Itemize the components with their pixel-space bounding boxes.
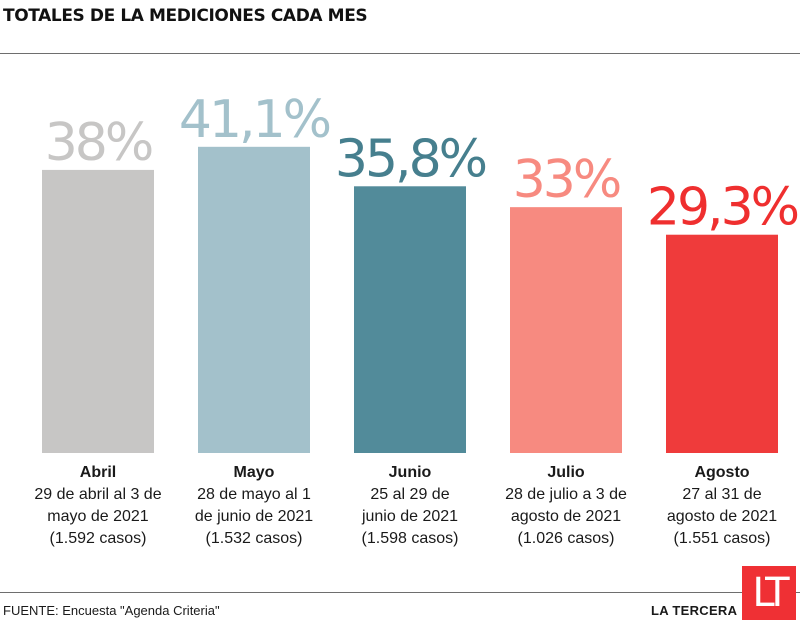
bar-mayo — [198, 146, 310, 453]
category-block-agosto: Agosto 27 al 31 de agosto de 2021 (1.551 ca… — [652, 462, 792, 550]
month-label: Abril — [79, 464, 117, 481]
date-range-line: 28 de julio a 3 de — [505, 486, 627, 503]
value-label-mayo: 41,1% — [179, 90, 330, 150]
top-divider — [0, 53, 800, 54]
date-range-line: 29 de abril al 3 de — [34, 486, 162, 503]
value-label-agosto: 29,3% — [647, 178, 798, 238]
value-label-junio: 35,8% — [335, 129, 486, 189]
bar-julio — [510, 207, 622, 453]
chart-title: TOTALES DE LA MEDICIONES CADA MES — [3, 6, 368, 26]
bar-junio — [354, 186, 466, 454]
bar-chart: 38% 41,1%35,8% 33% 29,3% — [42, 90, 800, 454]
source-note: FUENTE: Encuesta "Agenda Criteria" — [3, 603, 220, 618]
cases-count: (1.026 casos) — [517, 530, 615, 547]
date-range-line: 25 al 29 de — [370, 486, 450, 503]
month-label: Julio — [547, 464, 585, 481]
cases-count: (1.551 casos) — [673, 530, 771, 547]
bar-abril — [42, 169, 154, 453]
value-label-julio: 33% — [513, 150, 620, 210]
month-label: Agosto — [694, 464, 750, 481]
category-block-junio: Junio 25 al 29 de junio de 2021 (1.598 caso… — [340, 462, 480, 550]
date-range-line: 27 al 31 de — [682, 486, 762, 503]
date-range-line: agosto de 2021 — [510, 508, 622, 525]
category-labels: Abril 29 de abril al 3 de mayo de 2021 (1.5… — [0, 462, 800, 552]
date-range-line: mayo de 2021 — [47, 508, 149, 525]
brand-name: LA TERCERA — [651, 603, 738, 618]
category-block-mayo: Mayo 28 de mayo al 1 de junio de 2021 (1.53… — [184, 462, 324, 550]
bar-agosto — [666, 234, 778, 453]
date-range-line: agosto de 2021 — [666, 508, 778, 525]
month-label: Mayo — [233, 464, 275, 481]
category-block-abril: Abril 29 de abril al 3 de mayo de 2021 (1.5… — [28, 462, 168, 550]
cases-count: (1.532 casos) — [205, 530, 303, 547]
brand-logo: LT — [742, 566, 796, 620]
date-range-line: 28 de mayo al 1 — [197, 486, 311, 503]
bottom-divider — [0, 592, 800, 593]
cases-count: (1.598 casos) — [361, 530, 459, 547]
cases-count: (1.592 casos) — [49, 530, 147, 547]
date-range-line: de junio de 2021 — [194, 508, 314, 525]
month-label: Junio — [388, 464, 432, 481]
date-range-line: junio de 2021 — [361, 508, 459, 525]
value-label-abril: 38% — [45, 113, 152, 173]
category-block-julio: Julio 28 de julio a 3 de agosto de 2021 (1.… — [496, 462, 636, 550]
